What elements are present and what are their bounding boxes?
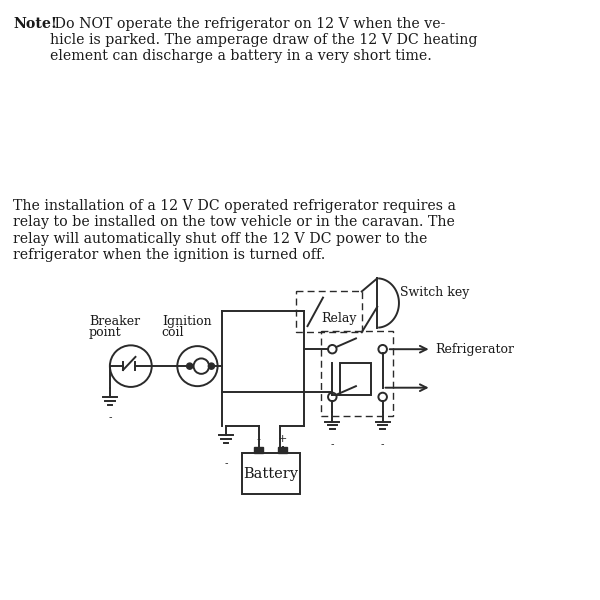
Text: point: point [89, 326, 122, 339]
Text: The installation of a 12 V DC operated refrigerator requires a
relay to be insta: The installation of a 12 V DC operated r… [13, 199, 456, 262]
Text: Note!: Note! [13, 17, 57, 31]
Text: -: - [108, 412, 112, 422]
Text: Battery: Battery [243, 467, 298, 481]
Text: Refrigerator: Refrigerator [436, 343, 514, 356]
Text: -: - [224, 458, 228, 469]
Bar [242, 453, 300, 494]
Text: -: - [257, 434, 260, 444]
Circle shape [208, 363, 215, 369]
Text: -: - [381, 439, 385, 449]
Bar [322, 331, 393, 416]
Bar [296, 292, 362, 332]
Circle shape [187, 363, 193, 369]
Text: -: - [331, 439, 334, 449]
Text: Relay: Relay [322, 313, 357, 325]
Text: +: + [278, 434, 287, 444]
Text: Switch key: Switch key [401, 286, 470, 299]
Text: coil: coil [162, 326, 184, 339]
Text: Do NOT operate the refrigerator on 12 V when the ve-
hicle is parked. The ampera: Do NOT operate the refrigerator on 12 V … [50, 17, 478, 63]
Bar [278, 447, 287, 453]
Text: Ignition: Ignition [162, 314, 211, 328]
Bar [254, 447, 263, 453]
Text: Breaker: Breaker [89, 314, 140, 328]
Bar [340, 363, 371, 395]
